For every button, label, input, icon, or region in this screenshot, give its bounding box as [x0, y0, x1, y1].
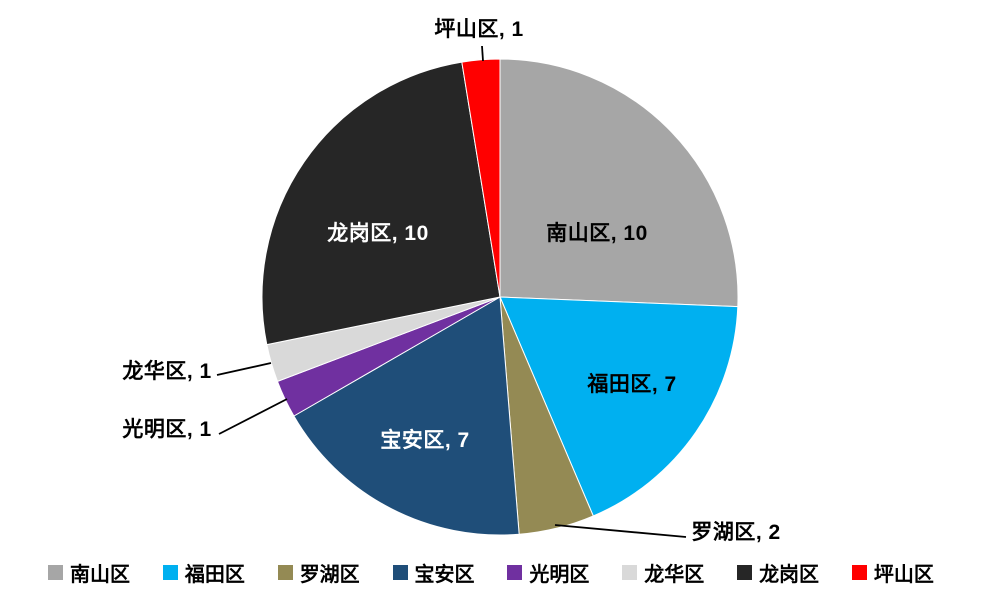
legend-label-luohu: 罗湖区	[299, 563, 360, 586]
data-label-baoan: 宝安区, 7	[380, 429, 470, 452]
legend-label-longgang: 龙岗区	[759, 563, 820, 586]
leader-line-pingshan	[481, 45, 484, 62]
legend-label-nanshan: 南山区	[70, 563, 130, 586]
legend-swatch-longgang	[737, 564, 753, 580]
leader-line-guangming	[218, 398, 288, 435]
data-label-nanshan: 南山区, 10	[546, 222, 648, 245]
legend-label-pingshan: 坪山区	[873, 563, 934, 586]
legend-item-guangming[interactable]: 光明区	[507, 558, 589, 587]
legend-swatch-longhua	[622, 564, 638, 580]
legend-swatch-baoan	[392, 564, 408, 580]
pie-slice-3-宝安区[interactable]	[293, 296, 520, 536]
legend-item-pingshan[interactable]: 坪山区	[851, 558, 934, 587]
pie-slice-7-坪山区[interactable]	[461, 58, 501, 298]
legend-label-futian: 福田区	[184, 563, 245, 586]
pie-slice-0-南山区[interactable]	[499, 58, 739, 308]
legend-swatch-pingshan	[851, 564, 867, 580]
legend-label-guangming: 光明区	[529, 563, 590, 586]
legend-label-baoan: 宝安区	[414, 563, 475, 586]
legend-swatch-guangming	[507, 564, 523, 580]
pie-slices[interactable]	[261, 58, 739, 536]
data-label-guangming: 光明区, 1	[122, 418, 212, 441]
legend-swatch-futian	[162, 564, 178, 580]
data-label-luohu: 罗湖区, 2	[691, 521, 781, 544]
leader-line-longhua	[216, 362, 272, 376]
legend-swatch-luohu	[277, 564, 293, 580]
legend-label-longhua: 龙华区	[644, 563, 705, 586]
pie-slice-1-福田区[interactable]	[499, 296, 739, 517]
chart-legend: 南山区 福田区 罗湖区 宝安区 光明区 龙华区 龙岗区 坪山区	[48, 558, 934, 587]
leader-line-luohu	[554, 524, 687, 538]
legend-item-longhua[interactable]: 龙华区	[622, 558, 704, 587]
data-label-longgang: 龙岗区, 10	[327, 222, 429, 245]
legend-item-nanshan[interactable]: 南山区	[48, 558, 130, 587]
legend-item-longgang[interactable]: 龙岗区	[737, 558, 819, 587]
pie-slice-6-龙岗区[interactable]	[261, 61, 501, 346]
data-label-futian: 福田区, 7	[587, 373, 677, 396]
legend-swatch-nanshan	[48, 564, 63, 580]
legend-item-futian[interactable]: 福田区	[162, 558, 245, 587]
data-label-pingshan: 坪山区, 1	[434, 18, 524, 41]
legend-item-baoan[interactable]: 宝安区	[392, 558, 475, 587]
legend-item-luohu[interactable]: 罗湖区	[277, 558, 360, 587]
data-label-longhua: 龙华区, 1	[122, 360, 212, 383]
